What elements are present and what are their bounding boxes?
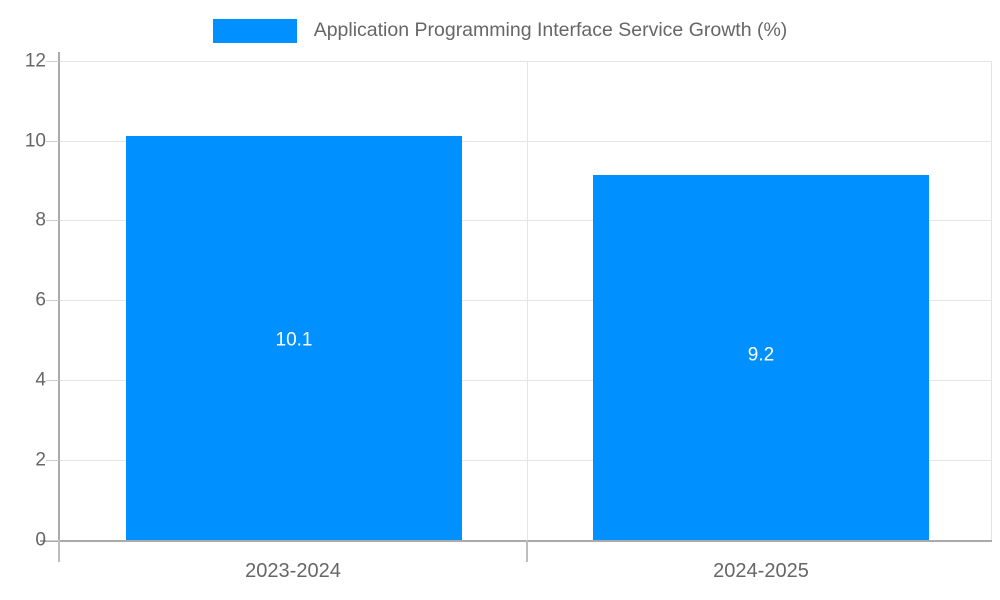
x-axis-line xyxy=(40,540,992,542)
legend-item-api-service-growth[interactable]: Application Programming Interface Servic… xyxy=(212,19,788,43)
y-tick-mark-6 xyxy=(46,300,59,301)
chart-legend: Application Programming Interface Servic… xyxy=(0,14,1000,48)
y-tick-label-10: 10 xyxy=(24,130,46,152)
y-tick-mark-2 xyxy=(46,460,59,461)
y-tick-label-0: 0 xyxy=(35,529,46,551)
gridline-y-4 xyxy=(59,380,992,381)
gridline-y-12 xyxy=(59,61,992,62)
bar-2024-2025[interactable] xyxy=(593,175,929,540)
x-axis-label-2024-2025: 2024-2025 xyxy=(713,560,809,582)
y-tick-mark-10 xyxy=(46,141,59,142)
plot-area: 10.1 9.2 xyxy=(59,61,992,540)
gridline-x-category-separator xyxy=(527,61,528,540)
bar-value-label-2024-2025: 9.2 xyxy=(747,344,775,366)
legend-swatch-icon xyxy=(212,19,297,43)
y-tick-label-2: 2 xyxy=(35,449,46,471)
gridline-y-8 xyxy=(59,220,992,221)
y-tick-label-12: 12 xyxy=(24,50,46,72)
x-axis-tick-start xyxy=(58,540,60,562)
bar-value-label-2023-2024: 10.1 xyxy=(275,329,313,351)
gridline-y-2 xyxy=(59,460,992,461)
y-tick-label-6: 6 xyxy=(35,289,46,311)
y-tick-mark-8 xyxy=(46,220,59,221)
gridline-y-6 xyxy=(59,300,992,301)
x-axis-tick-middle xyxy=(526,540,528,562)
y-axis-line xyxy=(58,52,60,541)
gridline-y-10 xyxy=(59,141,992,142)
bar-2023-2024[interactable] xyxy=(126,136,462,540)
y-tick-mark-0 xyxy=(46,540,59,541)
y-tick-mark-12 xyxy=(46,61,59,62)
y-tick-label-8: 8 xyxy=(35,209,46,231)
y-tick-mark-4 xyxy=(46,380,59,381)
legend-label: Application Programming Interface Servic… xyxy=(313,19,788,42)
y-tick-label-4: 4 xyxy=(35,369,46,391)
x-axis-label-2023-2024: 2023-2024 xyxy=(245,560,341,582)
